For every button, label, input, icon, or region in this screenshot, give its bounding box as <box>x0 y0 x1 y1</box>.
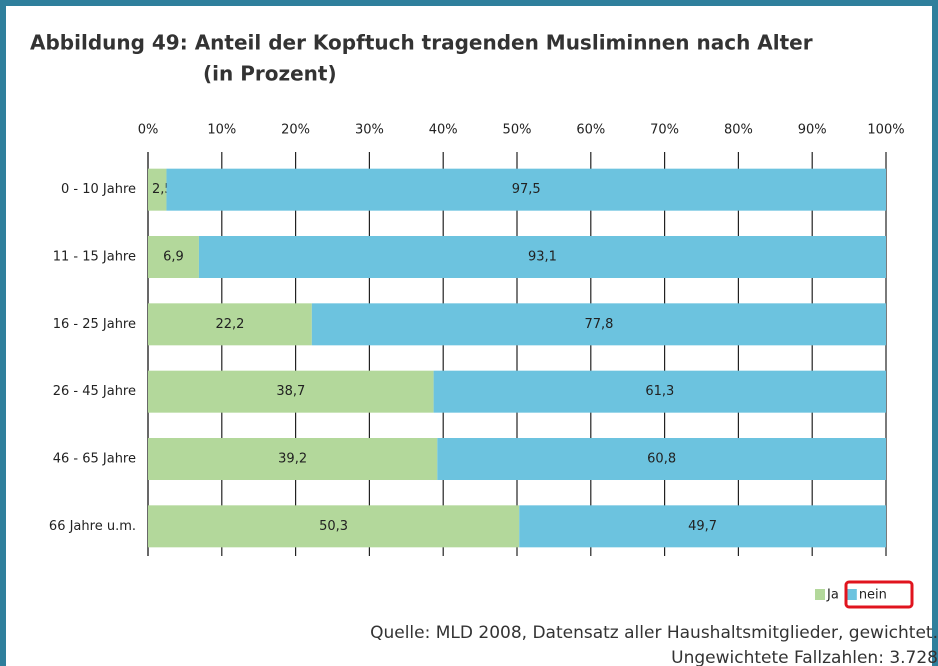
data-label: 97,5 <box>512 182 541 197</box>
data-label: 60,8 <box>647 452 676 467</box>
y-tick-label: 46 - 65 Jahre <box>53 452 136 467</box>
highlight-box <box>844 580 914 609</box>
bar-segment <box>148 370 434 413</box>
data-label: 39,2 <box>278 452 307 467</box>
x-tick-label: 70% <box>650 123 679 138</box>
y-tick-label: 0 - 10 Jahre <box>61 182 136 197</box>
data-label: 22,2 <box>215 317 244 332</box>
legend-swatch <box>815 589 825 600</box>
data-label: 50,3 <box>319 519 348 534</box>
bar-segment <box>519 505 886 548</box>
legend-label: Ja <box>826 588 839 603</box>
y-tick-label: 16 - 25 Jahre <box>53 317 136 332</box>
x-tick-label: 0% <box>138 123 159 138</box>
y-tick-label: 26 - 45 Jahre <box>53 384 136 399</box>
bar-segment <box>148 505 520 548</box>
bar-segment <box>311 303 886 346</box>
source-note: Quelle: MLD 2008, Datensatz aller Hausha… <box>370 623 938 643</box>
data-label: 61,3 <box>645 384 674 399</box>
x-tick-label: 10% <box>207 123 236 138</box>
x-tick-label: 80% <box>724 123 753 138</box>
y-tick-label: 66 Jahre u.m. <box>49 519 136 534</box>
legend-swatch <box>846 589 857 600</box>
data-label: 6,9 <box>163 250 184 265</box>
bar-segment <box>148 168 167 211</box>
x-tick-label: 40% <box>429 123 458 138</box>
legend-label: nein <box>859 588 887 603</box>
x-tick-label: 90% <box>798 123 827 138</box>
bar-segment <box>198 236 886 278</box>
bar-segment <box>148 438 438 480</box>
plot: 0% 10% 20% 30% 40% 50% 60% 70% 80% 90% 100% 0 - 10 … <box>49 123 938 666</box>
bar-segment <box>437 438 886 480</box>
data-label: 38,7 <box>276 384 305 399</box>
y-tick-label: 11 - 15 Jahre <box>53 250 136 265</box>
bar-segment <box>166 168 886 211</box>
chart-subtitle: (in Prozent) <box>203 62 337 86</box>
x-tick-label: 20% <box>281 123 310 138</box>
data-label: 49,7 <box>688 519 717 534</box>
x-tick-label: 30% <box>355 123 384 138</box>
chart-title: Abbildung 49: Anteil der Kopftuch tragen… <box>30 31 813 55</box>
bar-segment <box>148 236 199 278</box>
data-label: 93,1 <box>528 250 557 265</box>
data-label: 77,8 <box>584 317 613 332</box>
x-tick-label: 50% <box>503 123 532 138</box>
bar-segment <box>433 370 886 413</box>
x-tick-label: 100% <box>867 123 904 138</box>
bar-segment <box>148 303 312 346</box>
x-tick-label: 60% <box>576 123 605 138</box>
source-note: Ungewichtete Fallzahlen: 3.728 <box>671 648 938 666</box>
